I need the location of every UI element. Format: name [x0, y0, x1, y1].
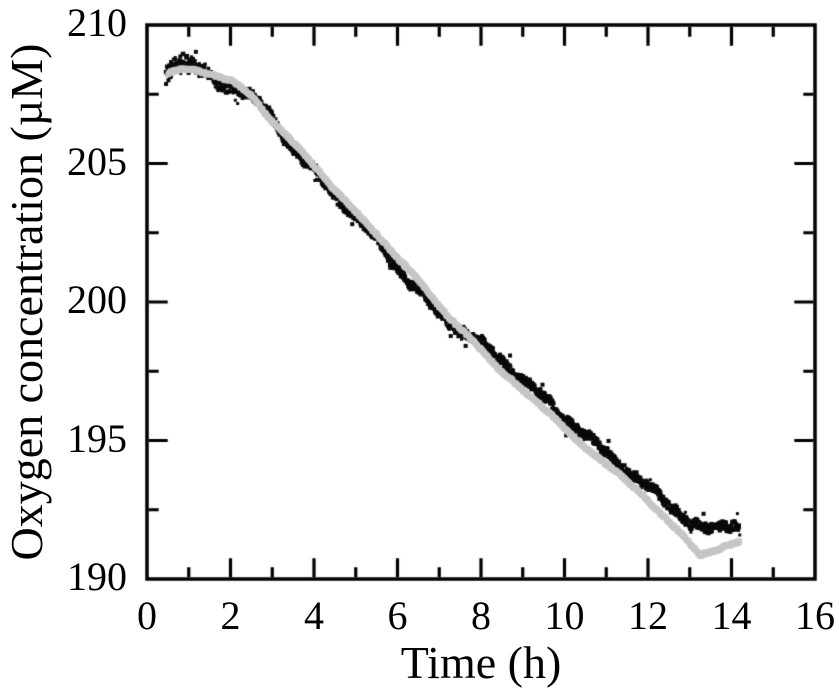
x-tick-label: 4: [304, 593, 324, 638]
y-tick-label: 200: [67, 277, 127, 322]
x-tick-label: 8: [471, 593, 491, 638]
x-tick-label: 0: [137, 593, 157, 638]
x-tick-label: 14: [711, 593, 752, 638]
x-tick-label: 12: [628, 593, 668, 638]
y-tick-label: 210: [67, 0, 127, 45]
y-tick-label: 195: [67, 415, 127, 461]
x-axis-title: Time (h): [400, 637, 562, 688]
x-tick-label: 6: [387, 593, 408, 638]
x-tick-label: 16: [795, 593, 835, 638]
y-tick-label: 190: [67, 554, 127, 599]
x-tick-label: 2: [220, 593, 241, 638]
y-tick-label: 205: [67, 138, 127, 184]
x-tick-label: 10: [544, 593, 585, 638]
